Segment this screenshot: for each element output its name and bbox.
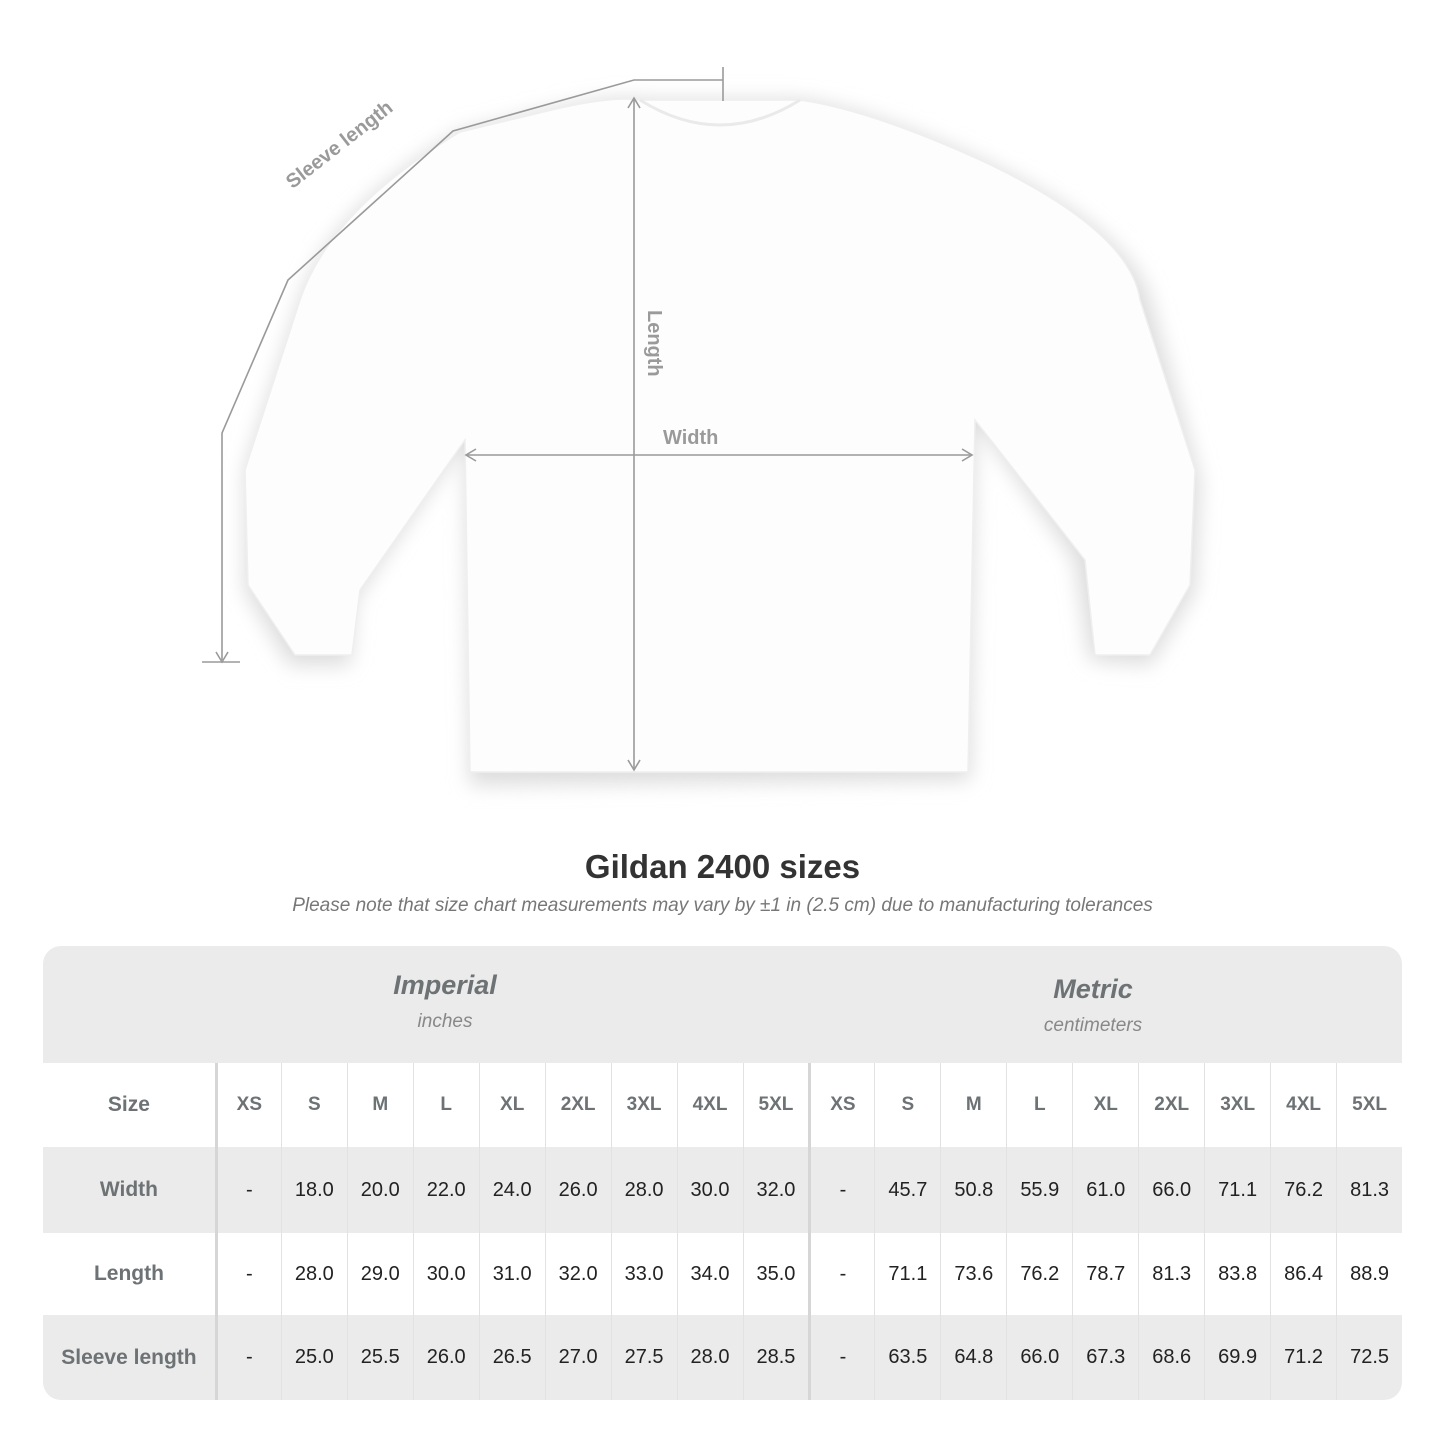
imperial-value-cell: 32.0 [544, 1233, 611, 1315]
metric-header: Metric centimeters [863, 974, 1323, 1037]
metric-value-cell: 69.9 [1204, 1315, 1270, 1400]
table-row: Length -28.0 29.0 30.0 31.0 32.0 33.0 34.0 35.0-… [43, 1233, 1402, 1315]
imperial-unit: inches [417, 1011, 473, 1032]
metric-value-cell: 76.2 [1270, 1147, 1336, 1233]
imperial-header: Imperial inches [215, 970, 675, 1033]
size-header-row: Size XS S M L XL 2XL 3XL 4XL 5XL XS S M L XL 2XL 3XL 4XL 5… [43, 1063, 1402, 1147]
metric-unit: centimeters [1043, 1015, 1143, 1036]
shirt-diagram [202, 67, 1200, 785]
row-label: Length [93, 1262, 164, 1285]
imperial-value-cell: 25.5 [346, 1315, 413, 1400]
imperial-value-cell: 30.0 [676, 1147, 743, 1233]
row-label: Size [107, 1093, 150, 1116]
size-header-cell: L [412, 1063, 479, 1147]
metric-value-cell: 83.8 [1204, 1233, 1270, 1315]
imperial-value-cell: 28.5 [742, 1315, 809, 1400]
width-label: Width [663, 427, 719, 449]
imperial-value-cell: 32.0 [742, 1147, 809, 1233]
imperial-value-cell: 26.0 [412, 1315, 479, 1400]
size-header-cell: XL [478, 1063, 545, 1147]
metric-value-cell: 78.7 [1072, 1233, 1138, 1315]
size-header-cell: XL [1072, 1063, 1138, 1147]
table-row: Width -18.0 20.0 22.0 24.0 26.0 28.0 30.0 32.0-4… [43, 1147, 1402, 1233]
imperial-value-cell: - [214, 1147, 281, 1233]
imperial-value-cell: 33.0 [610, 1233, 677, 1315]
metric-value-cell: 76.2 [1006, 1233, 1072, 1315]
imperial-value-cell: 29.0 [346, 1233, 413, 1315]
length-label: Length [643, 310, 665, 377]
imperial-value-cell: - [214, 1233, 281, 1315]
sleeve-length-line [221, 79, 723, 660]
imperial-value-cell: 31.0 [478, 1233, 545, 1315]
metric-value-cell: 71.1 [874, 1233, 940, 1315]
metric-value-cell: 50.8 [940, 1147, 1006, 1233]
imperial-value-cell: 18.0 [280, 1147, 347, 1233]
size-header-cell: M [346, 1063, 413, 1147]
size-header-cell: XS [808, 1063, 874, 1147]
metric-value-cell: 71.1 [1204, 1147, 1270, 1233]
metric-name: Metric [1053, 974, 1133, 1004]
imperial-value-cell: 27.5 [610, 1315, 677, 1400]
imperial-name: Imperial [393, 970, 497, 1000]
metric-value-cell: 45.7 [874, 1147, 940, 1233]
imperial-value-cell: 28.0 [610, 1147, 677, 1233]
size-header-cell: 3XL [1204, 1063, 1270, 1147]
metric-value-cell: 55.9 [1006, 1147, 1072, 1233]
sleeve-row-band [43, 1315, 1402, 1400]
metric-value-cell: 73.6 [940, 1233, 1006, 1315]
metric-value-cell: 61.0 [1072, 1147, 1138, 1233]
metric-value-cell: 67.3 [1072, 1315, 1138, 1400]
size-header-cell: M [940, 1063, 1006, 1147]
metric-value-cell: 66.0 [1006, 1315, 1072, 1400]
size-header-cell: 2XL [1138, 1063, 1204, 1147]
table-row: Sleeve length -25.0 25.5 26.0 26.5 27.0 27.5 28… [43, 1315, 1402, 1400]
imperial-value-cell: 34.0 [676, 1233, 743, 1315]
metric-value-cell: 72.5 [1336, 1315, 1402, 1400]
metric-value-cell: - [808, 1233, 874, 1315]
size-header-cell: S [280, 1063, 347, 1147]
metric-value-cell: 66.0 [1138, 1147, 1204, 1233]
metric-value-cell: 81.3 [1138, 1233, 1204, 1315]
imperial-value-cell: 25.0 [280, 1315, 347, 1400]
page-title: Gildan 2400 sizes [584, 848, 861, 885]
size-header-cell: 4XL [676, 1063, 743, 1147]
imperial-value-cell: - [214, 1315, 281, 1400]
imperial-value-cell: 26.0 [544, 1147, 611, 1233]
imperial-value-cell: 28.0 [676, 1315, 743, 1400]
imperial-value-cell: 35.0 [742, 1233, 809, 1315]
size-header-cell: 4XL [1270, 1063, 1336, 1147]
metric-value-cell: 68.6 [1138, 1315, 1204, 1400]
imperial-value-cell: 20.0 [346, 1147, 413, 1233]
size-header-cell: L [1006, 1063, 1072, 1147]
metric-value-cell: 63.5 [874, 1315, 940, 1400]
size-header-cell: S [874, 1063, 940, 1147]
imperial-value-cell: 26.5 [478, 1315, 545, 1400]
metric-value-cell: 86.4 [1270, 1233, 1336, 1315]
size-header-cell: 5XL [742, 1063, 809, 1147]
size-header-cell: 2XL [544, 1063, 611, 1147]
imperial-value-cell: 24.0 [478, 1147, 545, 1233]
size-header-cell: 5XL [1336, 1063, 1402, 1147]
metric-value-cell: 64.8 [940, 1315, 1006, 1400]
imperial-value-cell: 30.0 [412, 1233, 479, 1315]
metric-value-cell: 88.9 [1336, 1233, 1402, 1315]
metric-value-cell: 71.2 [1270, 1315, 1336, 1400]
metric-value-cell: - [808, 1315, 874, 1400]
metric-value-cell: 81.3 [1336, 1147, 1402, 1233]
row-label: Width [99, 1178, 158, 1201]
width-row-band [43, 1147, 1402, 1233]
size-header-cell: XS [214, 1063, 281, 1147]
size-header-cell: 3XL [610, 1063, 677, 1147]
metric-value-cell: - [808, 1147, 874, 1233]
tolerance-note: Please note that size chart measurements… [292, 895, 1153, 916]
imperial-value-cell: 27.0 [544, 1315, 611, 1400]
measurement-lines [202, 67, 974, 772]
size-table: Imperial inches Metric centimeters Size X… [43, 946, 1402, 1400]
row-label: Sleeve length [61, 1345, 197, 1369]
imperial-value-cell: 28.0 [280, 1233, 347, 1315]
shirt-body [244, 98, 1196, 773]
unit-header-band [43, 946, 1402, 1063]
imperial-value-cell: 22.0 [412, 1147, 479, 1233]
